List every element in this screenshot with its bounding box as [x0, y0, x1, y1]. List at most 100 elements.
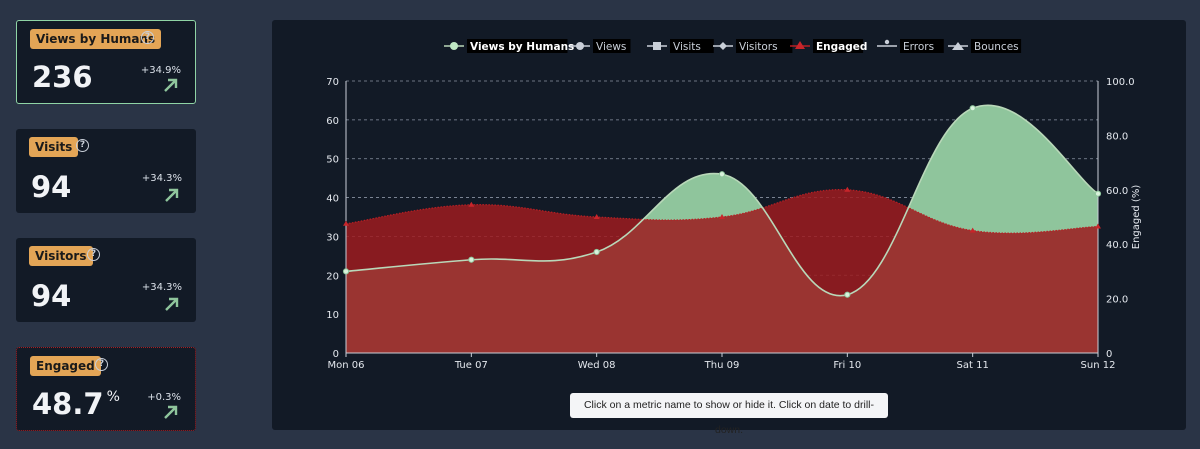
- points: [342, 105, 1102, 298]
- legend-item-visitors[interactable]: Visitors: [713, 39, 793, 53]
- metric-card-views-by-humans[interactable]: Views by Humans ? +34.9% 236: [16, 20, 196, 104]
- metric-value: 94: [31, 279, 72, 313]
- engaged-area: [346, 189, 1098, 353]
- x-tick-label[interactable]: Thu 09: [704, 360, 740, 371]
- help-icon[interactable]: ?: [141, 31, 154, 44]
- x-tick-label[interactable]: Tue 07: [454, 360, 488, 371]
- views-by-humans-point: [718, 171, 726, 178]
- metric-label[interactable]: Visitors: [29, 246, 93, 266]
- help-icon[interactable]: ?: [87, 248, 100, 261]
- metric-change: +34.3%: [141, 173, 182, 184]
- triangle-line-icon: [790, 41, 810, 49]
- y-tick-left: 50: [326, 155, 339, 166]
- legend-marker: [795, 41, 805, 49]
- views-by-humans-point: [844, 291, 851, 298]
- legend-label: Engaged: [816, 41, 867, 53]
- legend-item-bounces[interactable]: Bounces: [948, 39, 1022, 53]
- y-tick-right: 100.0: [1106, 77, 1135, 88]
- help-icon[interactable]: ?: [76, 139, 89, 152]
- y-tick-left: 0: [333, 349, 339, 360]
- diamond-line-icon: [713, 42, 733, 50]
- y-tick-right: 80.0: [1106, 131, 1128, 142]
- help-icon[interactable]: ?: [95, 358, 108, 371]
- y-tick-right: 40.0: [1106, 240, 1128, 251]
- metric-card-visitors[interactable]: Visitors ? +34.3% 94: [16, 238, 196, 322]
- circle-line-icon: [444, 42, 464, 50]
- views-by-humans-point: [1094, 190, 1102, 197]
- y-tick-left: 70: [326, 77, 339, 88]
- metric-value: 94: [31, 170, 72, 204]
- y-tick-left: 60: [326, 116, 339, 127]
- x-tick-label[interactable]: Sun 12: [1081, 360, 1116, 371]
- y-tick-right: 60.0: [1106, 186, 1128, 197]
- pin-line-icon: [877, 39, 897, 47]
- legend-label-bg: [670, 39, 714, 53]
- y-tick-left: 30: [326, 232, 339, 243]
- legend-marker: [653, 42, 661, 50]
- bounce-line-icon: [948, 42, 968, 50]
- square-line-icon: [647, 42, 667, 50]
- legend-label-bg: [813, 39, 864, 53]
- trend-up-icon: [165, 188, 179, 202]
- metric-label[interactable]: Views by Humans: [30, 29, 162, 49]
- engaged-point: [343, 220, 349, 226]
- legend-item-errors[interactable]: Errors: [877, 39, 944, 53]
- legend-marker: [719, 42, 727, 50]
- metric-card-visits[interactable]: Visits ? +34.3% 94: [16, 129, 196, 213]
- legend-label: Views by Humans: [470, 41, 574, 53]
- legend-marker: [576, 42, 584, 50]
- legend-label: Visits: [673, 41, 701, 53]
- metric-value: 236: [32, 60, 93, 94]
- engaged-point: [969, 227, 976, 233]
- views-by-humans-point: [342, 268, 350, 275]
- legend-item-engaged[interactable]: Engaged: [790, 39, 867, 53]
- metric-card-engaged[interactable]: Engaged ? +0.3% 48.7%: [16, 347, 196, 431]
- legend-label: Visitors: [739, 41, 778, 53]
- legend-item-views-by-humans[interactable]: Views by Humans: [444, 39, 574, 53]
- y-tick-right: 20.0: [1106, 295, 1128, 306]
- legend-label-bg: [971, 39, 1022, 53]
- legend-marker: [884, 39, 890, 45]
- legend: Views by Humans Views Visits Visitors Engage…: [444, 39, 1022, 53]
- y-tick-right: 0: [1106, 349, 1112, 360]
- metric-label[interactable]: Engaged: [30, 356, 101, 376]
- views-by-humans-point: [969, 105, 976, 112]
- metric-label[interactable]: Visits: [29, 137, 79, 157]
- engaged-point: [844, 186, 851, 192]
- engaged-point: [1095, 223, 1101, 229]
- areas: [345, 104, 1099, 354]
- x-tick-label[interactable]: Sat 11: [957, 360, 989, 371]
- metric-value: 48.7%: [32, 387, 120, 421]
- trend-up-icon: [164, 78, 178, 92]
- legend-label: Views: [596, 41, 626, 53]
- legend-label: Errors: [903, 41, 934, 53]
- x-tick-label[interactable]: Mon 06: [328, 360, 365, 371]
- circle-line-icon: [570, 42, 590, 50]
- trend-up-icon: [165, 297, 179, 311]
- views-by-humans-point: [468, 256, 475, 263]
- legend-marker: [450, 42, 458, 50]
- x-tick-label[interactable]: Wed 08: [578, 360, 616, 371]
- legend-label-bg: [736, 39, 793, 53]
- legend-label-bg: [900, 39, 944, 53]
- metric-change: +0.3%: [147, 392, 181, 403]
- legend-item-views[interactable]: Views: [570, 39, 631, 53]
- y-tick-left: 40: [326, 194, 339, 205]
- engaged-point: [593, 214, 600, 219]
- engaged-point: [719, 214, 725, 219]
- views-by-humans-point: [593, 248, 600, 256]
- legend-marker: [952, 42, 964, 50]
- engaged-point: [468, 201, 475, 207]
- axes: 0 10 20 30 40 50 60 70 0 20.0 40.0 60.0 80.0 100.0 Eng…: [326, 77, 1142, 371]
- legend-label-bg: [467, 39, 568, 53]
- y-tick-left: 10: [326, 310, 339, 321]
- legend-item-visits[interactable]: Visits: [647, 39, 714, 53]
- metric-change: +34.3%: [141, 282, 182, 293]
- legend-label: Bounces: [974, 41, 1019, 53]
- legend-label-bg: [593, 39, 631, 53]
- trend-up-icon: [164, 405, 178, 419]
- hint-tooltip: Click on a metric name to show or hide i…: [570, 393, 888, 436]
- x-tick-label[interactable]: Fri 10: [833, 360, 861, 371]
- metric-change: +34.9%: [140, 65, 181, 76]
